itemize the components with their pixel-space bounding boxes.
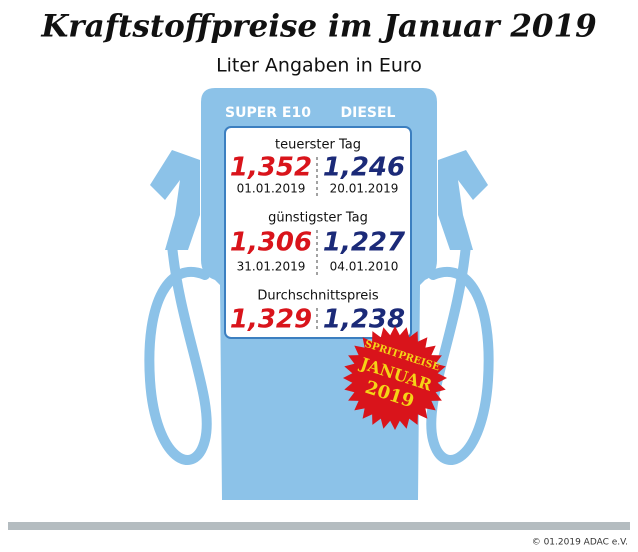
price-panel	[224, 126, 412, 339]
super-date: 01.01.2019	[237, 182, 306, 196]
super-price: 1,306	[230, 228, 312, 258]
footer-bar	[8, 522, 630, 530]
hoses	[144, 240, 494, 465]
diesel-date: 04.01.2010	[330, 260, 399, 274]
column-header: DIESEL	[341, 105, 396, 121]
diesel-price: 1,246	[323, 153, 405, 183]
super-price: 1,329	[230, 305, 312, 335]
diesel-date: 20.01.2019	[330, 182, 399, 196]
section-label: Durchschnittspreis	[257, 289, 379, 304]
badge-burst	[343, 326, 447, 430]
super-price: 1,352	[230, 153, 312, 183]
section-label: teuerster Tag	[275, 138, 361, 153]
nozzles	[150, 150, 488, 250]
footer: © 01.2019 ADAC e.V.	[532, 538, 628, 548]
diesel-price: 1,238	[323, 305, 405, 335]
diesel-price: 1,227	[323, 228, 406, 258]
super-date: 31.01.2019	[237, 260, 306, 274]
column-header: SUPER E10	[225, 105, 311, 121]
subtitle: Liter Angaben in Euro	[216, 55, 422, 77]
section-label: günstigster Tag	[268, 211, 368, 226]
title: Kraftstoffpreise im Januar 2019	[40, 9, 596, 45]
